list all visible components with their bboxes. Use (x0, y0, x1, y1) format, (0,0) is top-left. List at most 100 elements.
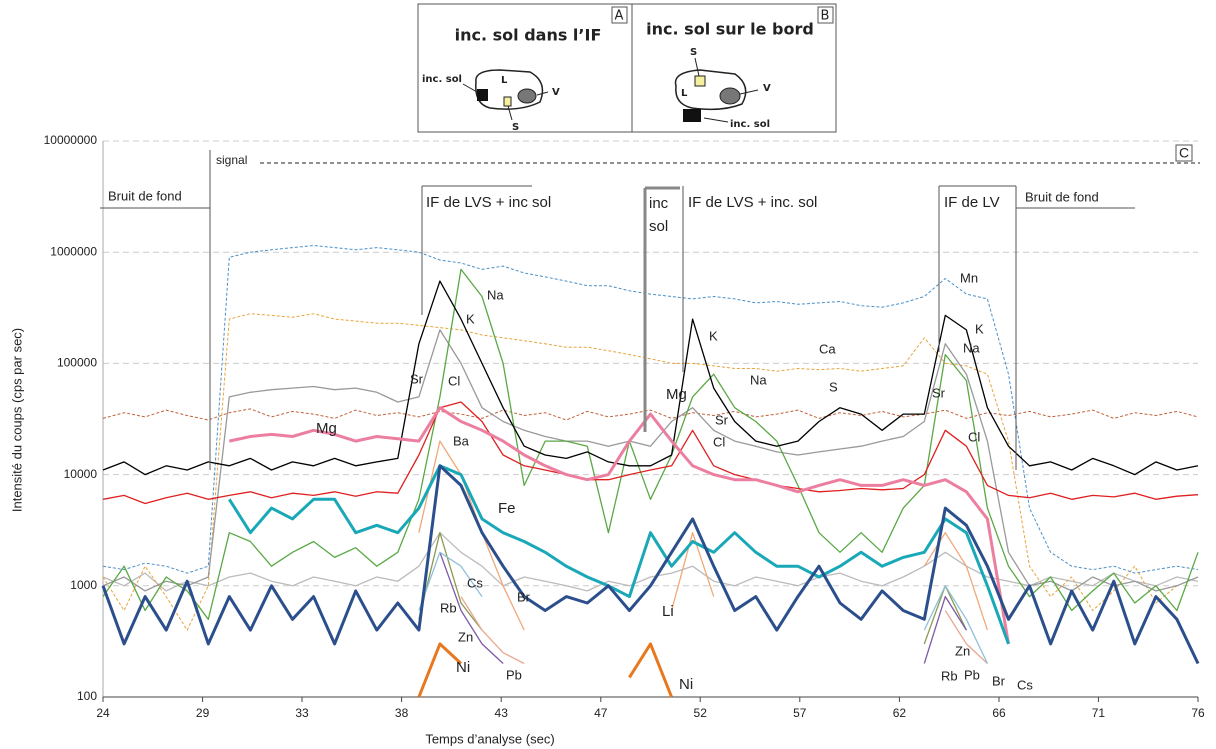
x-tick-label: 57 (793, 706, 807, 720)
series-line (101, 464, 1200, 665)
panel-letter: A (615, 9, 624, 24)
series-label: Mn (960, 270, 978, 285)
inset-label: L (681, 88, 688, 99)
series-line (417, 642, 673, 698)
panel-title: inc. sol sur le bord (646, 20, 814, 39)
annotation: C (1179, 145, 1189, 161)
y-tick-label: 100000 (57, 356, 97, 370)
solid (694, 75, 706, 87)
panel-box (1175, 144, 1193, 162)
series-line (439, 552, 967, 664)
series-line (460, 596, 988, 665)
x-tick-label: 62 (893, 706, 907, 720)
inset-label: S (690, 47, 697, 58)
y-tick-label: 10000000 (44, 133, 98, 147)
annotation: signal (216, 153, 247, 167)
series-label: Mg (316, 420, 337, 437)
series-label: Ba (453, 433, 470, 448)
annotation: IF de LVS + inc. sol (688, 194, 817, 211)
x-tick-label: 29 (196, 706, 210, 720)
series-label: Cs (467, 575, 483, 590)
inset-frame (417, 3, 837, 133)
x-tick-label: 71 (1092, 706, 1106, 720)
x-tick-label: 47 (594, 706, 608, 720)
series-label: K (709, 328, 718, 343)
series-line (102, 401, 1199, 505)
series-label: Cl (968, 429, 980, 444)
pointer (507, 105, 513, 121)
series-label: Ca (819, 341, 836, 356)
y-tick-label: 1000000 (50, 244, 97, 258)
inclusion (683, 109, 701, 122)
series-label: Cl (448, 373, 460, 388)
x-tick-label: 38 (395, 706, 409, 720)
series-label: S (829, 379, 838, 394)
annotation: inc (649, 195, 669, 212)
x-tick-label: 43 (495, 706, 509, 720)
series-label: Sr (932, 385, 946, 400)
pointer (694, 57, 700, 77)
panel-title: inc. sol dans l’IF (455, 26, 602, 45)
annotation: IF de LVS + inc sol (426, 194, 551, 211)
pointer (536, 91, 549, 96)
y-tick-label: 1000 (70, 578, 97, 592)
x-tick-label: 33 (295, 706, 309, 720)
series-label: Rb (440, 600, 457, 615)
series-label: Pb (506, 667, 522, 682)
inset-label: S (512, 122, 519, 133)
x-tick-label: 76 (1191, 706, 1205, 720)
series-line (102, 245, 1199, 574)
inclusion (477, 89, 488, 101)
series-label: Br (992, 673, 1006, 688)
annotation: sol (649, 218, 668, 235)
series-label: K (975, 321, 984, 336)
series-line (418, 440, 989, 631)
series-label: Ni (456, 659, 470, 676)
series-label: Na (750, 372, 767, 387)
inset-label: L (501, 75, 508, 86)
annotation: Bruit de fond (1025, 189, 1099, 204)
series-lines (101, 245, 1200, 698)
grid: 100 1000 10000 100000 1000000 10000000 24 29 33 3… (44, 133, 1205, 720)
series-label: Na (963, 340, 980, 355)
vapour (517, 88, 537, 104)
series-line (228, 464, 1010, 645)
pointer (703, 117, 729, 123)
annotations: signal Bruit de fond IF de LVS + inc sol… (100, 144, 1200, 470)
series-label: Sr (715, 412, 729, 427)
series-label: Cl (713, 434, 725, 449)
inset-label: V (552, 87, 560, 98)
series-line (228, 406, 1010, 645)
series-line (102, 329, 1199, 592)
series-label: Zn (955, 643, 970, 658)
series-label: Zn (458, 629, 473, 644)
annotation: IF de LV (944, 194, 1000, 211)
pointer (462, 83, 478, 93)
annotation: Bruit de fond (108, 188, 182, 203)
solid (503, 96, 512, 107)
inset: A B inc. sol dans l’IF inc. sol sur le b… (417, 3, 837, 133)
x-tick-label: 66 (992, 706, 1006, 720)
pointer (739, 89, 759, 95)
series-label: Fe (498, 500, 516, 517)
inset-label: inc. sol (730, 119, 770, 130)
y-tick-label: 10000 (64, 467, 98, 481)
panel-letter: B (821, 9, 830, 24)
y-axis-title: Intensité du coups (cps par sec) (9, 328, 24, 512)
series-line (102, 532, 1199, 592)
y-tick-label: 100 (77, 689, 97, 703)
inset-label: inc. sol (422, 74, 462, 85)
series-label: Rb (941, 668, 958, 683)
series-line (418, 551, 988, 664)
series-label: Br (517, 589, 531, 604)
series-label: Mg (666, 386, 687, 403)
x-axis-title: Temps d’analyse (sec) (425, 731, 554, 746)
inset-label: V (763, 83, 771, 94)
x-tick-label: 24 (96, 706, 110, 720)
series-line (102, 313, 1199, 631)
series-line (418, 532, 967, 645)
series-label: Pb (964, 667, 980, 682)
series-label: Li (662, 603, 674, 620)
